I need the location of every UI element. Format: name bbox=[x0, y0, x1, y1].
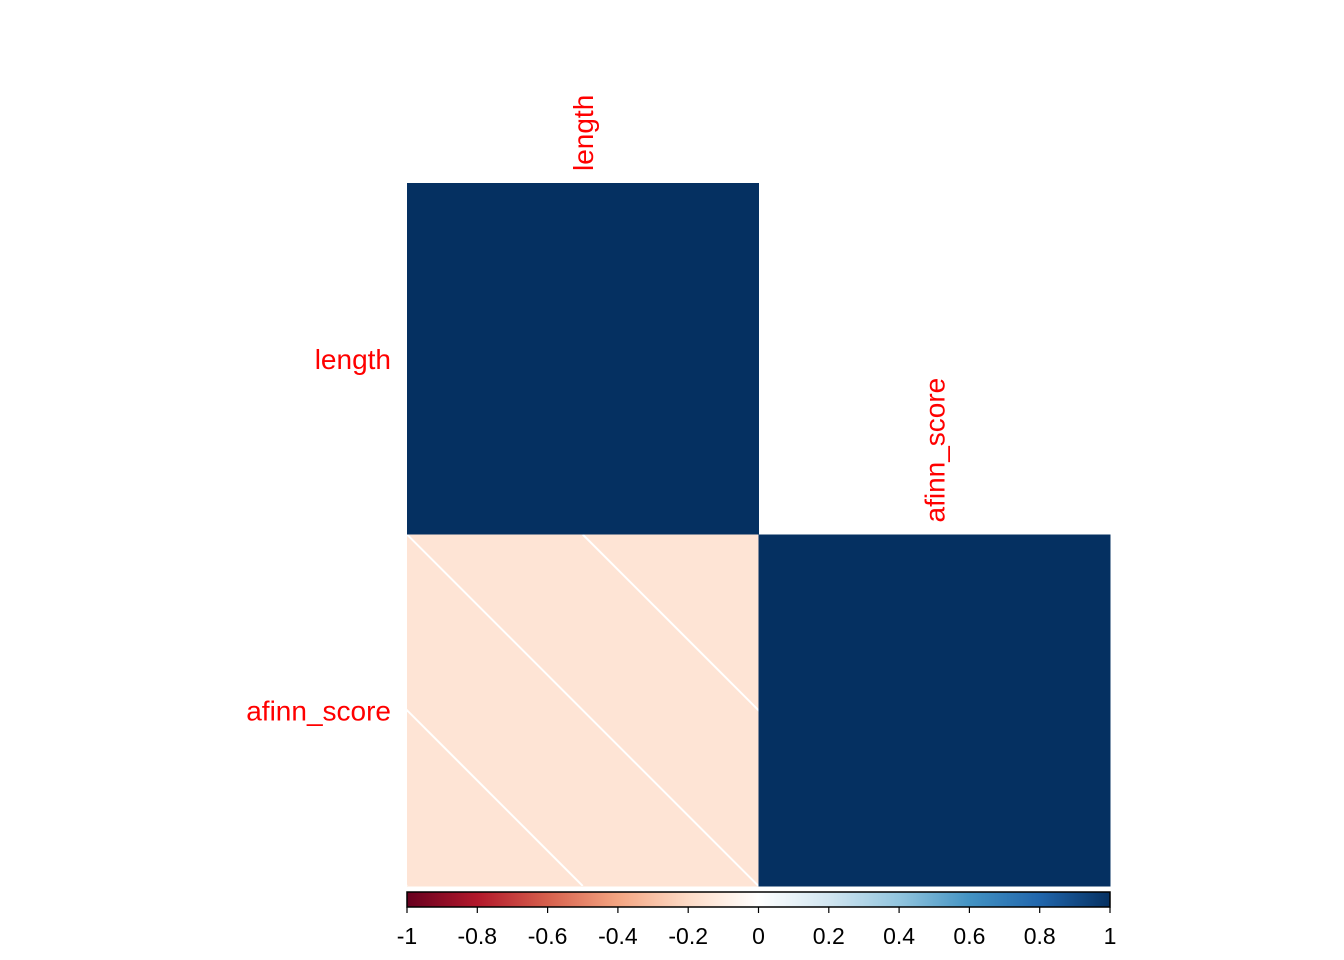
colorbar-tick-label: 0.2 bbox=[813, 923, 845, 949]
colorbar-tick-label: -0.6 bbox=[528, 923, 568, 949]
colorbar-tick-label: 0.4 bbox=[883, 923, 915, 949]
hatch-lines bbox=[407, 534, 759, 886]
hatch-line bbox=[582, 534, 759, 712]
colorbar-tick-label: -1 bbox=[397, 923, 417, 949]
row-label-afinn_score: afinn_score bbox=[246, 695, 391, 726]
hatch-line bbox=[407, 534, 759, 886]
cell-afinn_score-afinn_score bbox=[758, 534, 1111, 887]
colorbar-gradient bbox=[406, 891, 1111, 908]
cell-length-length bbox=[407, 183, 759, 535]
row-labels: length afinn_score bbox=[246, 344, 391, 727]
column-label-length: length bbox=[568, 95, 599, 171]
heatmap-cells bbox=[407, 183, 1111, 887]
colorbar-tick-label: -0.2 bbox=[668, 923, 708, 949]
colorbar-tick-label: 1 bbox=[1104, 923, 1117, 949]
hatch-line bbox=[407, 708, 584, 886]
colorbar-tick-label: 0.6 bbox=[953, 923, 985, 949]
row-label-length: length bbox=[315, 344, 391, 375]
colorbar-tick-label: -0.8 bbox=[457, 923, 497, 949]
colorbar: -1 -0.8 -0.6 -0.4 -0.2 0 0.2 0.4 0.6 0.8 1 bbox=[397, 891, 1117, 949]
column-label-afinn_score: afinn_score bbox=[919, 378, 950, 523]
colorbar-tick-label: 0.8 bbox=[1024, 923, 1056, 949]
colorbar-tick-label: 0 bbox=[752, 923, 765, 949]
colorbar-tick-label: -0.4 bbox=[598, 923, 638, 949]
column-labels: length afinn_score bbox=[568, 95, 951, 523]
